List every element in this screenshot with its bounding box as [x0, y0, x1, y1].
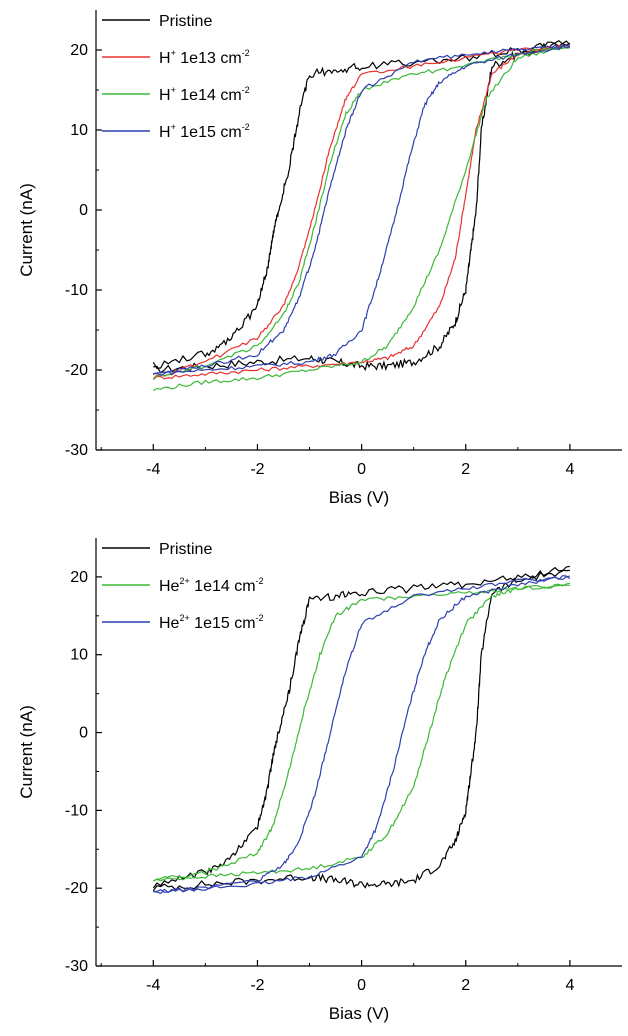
series-line-forward — [153, 39, 571, 374]
x-tick-label: -4 — [146, 977, 160, 994]
y-tick-label: 0 — [79, 725, 88, 742]
x-axis-title: Bias (V) — [329, 488, 389, 507]
legend-label: He2+ 1e14 cm-2 — [159, 576, 264, 595]
legend-label: Pristine — [159, 541, 212, 558]
series-line-forward — [152, 565, 571, 892]
y-tick-label: -30 — [65, 958, 88, 975]
x-tick-label: 0 — [357, 461, 366, 478]
y-tick-label: -10 — [65, 802, 88, 819]
legend-label: Pristine — [159, 13, 212, 30]
x-tick-label: 0 — [357, 977, 366, 994]
y-tick-label: 10 — [70, 122, 88, 139]
y-tick-label: -20 — [65, 362, 88, 379]
y-tick-label: -30 — [65, 442, 88, 459]
series-line-backward — [153, 575, 571, 895]
series-line-forward — [152, 45, 571, 392]
y-tick-label: -10 — [65, 282, 88, 299]
legend-label: H+ 1e15 cm-2 — [159, 122, 250, 141]
y-axis-title: Current (nA) — [17, 705, 36, 799]
legend-label: H+ 1e13 cm-2 — [159, 48, 250, 67]
x-tick-label: 4 — [565, 977, 574, 994]
series-line-forward — [153, 44, 571, 376]
series-line-backward — [153, 584, 570, 882]
x-tick-label: 2 — [461, 461, 470, 478]
y-tick-label: -20 — [65, 880, 88, 897]
y-axis-title: Current (nA) — [17, 183, 36, 277]
series-line-backward — [152, 566, 570, 889]
series-line-backward — [153, 44, 571, 376]
legend-label: H+ 1e14 cm-2 — [159, 85, 250, 104]
x-tick-label: -2 — [250, 461, 264, 478]
series-line-forward — [153, 582, 571, 882]
series-line-backward — [152, 40, 571, 370]
y-tick-label: 20 — [70, 42, 88, 59]
x-tick-label: -4 — [146, 461, 160, 478]
series-line-backward — [152, 44, 571, 380]
x-tick-label: 2 — [461, 977, 470, 994]
y-tick-label: 0 — [79, 202, 88, 219]
x-axis-title: Bias (V) — [329, 1004, 389, 1023]
y-tick-label: 10 — [70, 647, 88, 664]
series-line-forward — [152, 44, 571, 380]
y-tick-label: 20 — [70, 569, 88, 586]
series-line-backward — [152, 45, 570, 381]
series-line-forward — [153, 575, 571, 893]
x-tick-label: 4 — [565, 461, 574, 478]
legend-label: He2+ 1e15 cm-2 — [159, 613, 264, 632]
x-tick-label: -2 — [250, 977, 264, 994]
